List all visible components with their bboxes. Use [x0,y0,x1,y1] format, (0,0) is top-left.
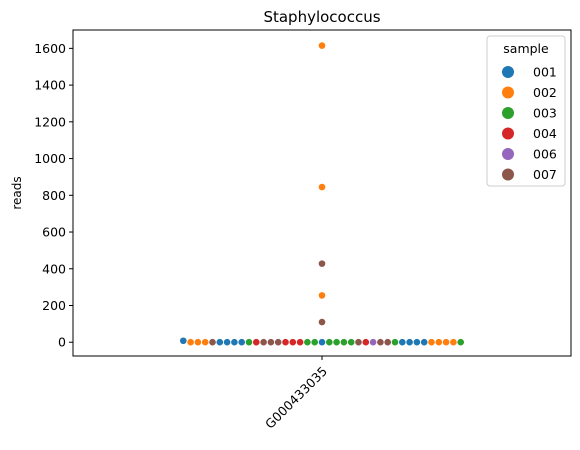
data-point [318,292,326,299]
data-point [340,338,348,346]
data-point [282,338,289,346]
data-point [333,338,340,346]
data-point [406,338,413,346]
legend-label: 007 [533,167,557,182]
data-point [304,338,311,346]
legend-marker [502,127,514,140]
data-point [267,338,275,346]
data-point [355,338,362,346]
data-point [318,318,326,326]
data-point [223,338,231,346]
legend-label: 006 [533,147,557,162]
data-point [318,42,326,49]
y-tick-label: 0 [58,335,66,350]
legend-label: 001 [533,65,557,80]
legend-label: 003 [533,106,557,121]
data-points [180,42,465,346]
legend-label: 002 [533,85,557,100]
data-point [311,338,319,346]
data-point [428,338,435,346]
data-point [245,338,253,346]
data-point [216,338,224,346]
y-tick-label: 400 [42,261,66,276]
y-tick-label: 200 [42,298,66,313]
data-point [296,338,304,346]
legend-marker [502,107,514,119]
y-tick-label: 600 [42,225,66,240]
y-axis-label: reads [10,176,24,209]
data-point [231,338,238,346]
data-point [238,338,245,346]
data-point [384,338,392,346]
data-point [274,338,282,346]
data-point [252,338,260,346]
data-point [289,338,297,346]
data-point [450,338,457,346]
y-tick-label: 800 [42,188,66,203]
data-point [369,338,377,346]
data-point [347,338,355,346]
x-tick-label: G000433035 [262,364,330,432]
data-point [180,337,187,345]
legend-title: sample [503,41,549,56]
data-point [187,338,194,346]
y-tick-label: 1600 [34,41,66,56]
data-point [420,338,428,346]
y-tick-label: 1400 [34,78,66,93]
data-point [318,338,326,346]
data-point [399,338,406,346]
legend-marker [502,86,514,99]
legend-marker [502,148,514,160]
plot-frame [72,29,572,357]
data-point [201,338,209,346]
x-axis: G000433035 [262,356,330,432]
legend-label: 004 [533,126,557,141]
data-point [413,338,421,346]
data-point [362,338,370,346]
data-point [457,338,465,346]
data-point [194,338,202,346]
data-point [435,338,443,346]
chart-title: Staphylococcus [263,8,380,26]
legend: sample 001 002 003 004 006 007 [486,35,566,187]
data-point [318,183,326,191]
y-tick-label: 1000 [34,151,66,166]
y-tick-label: 1200 [34,114,66,129]
data-point [442,338,450,346]
data-point [377,338,384,346]
data-point [391,338,399,346]
y-axis: 0 200 400 600 800 1000 1200 1400 1600 [34,41,73,350]
legend-marker [502,168,514,181]
legend-marker [502,66,514,78]
data-point [260,338,267,346]
data-point [318,260,326,267]
data-point [209,338,216,346]
data-point [326,338,333,346]
